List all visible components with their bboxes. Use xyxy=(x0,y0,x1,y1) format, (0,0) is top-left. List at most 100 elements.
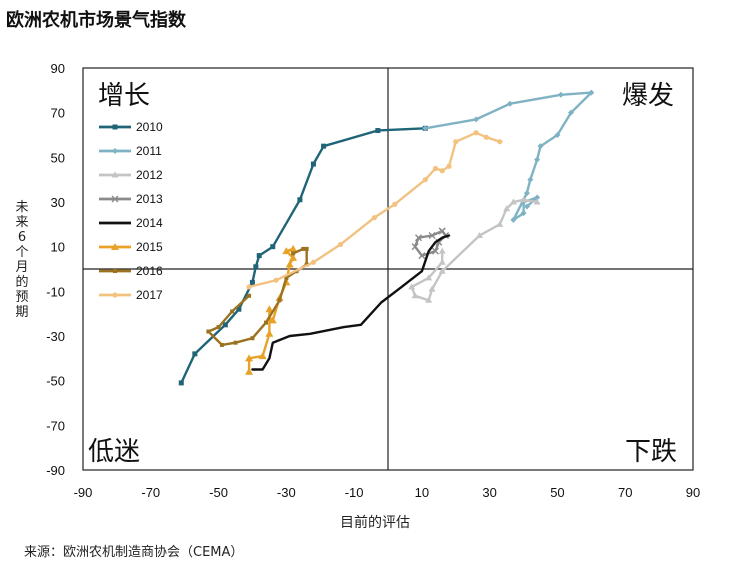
series-2016-point xyxy=(277,298,282,303)
chart-title: 欧洲农机市场景气指数 xyxy=(6,10,186,31)
series-2012-point xyxy=(533,198,541,205)
series-2013-point xyxy=(411,243,419,251)
series-2016-point xyxy=(284,275,289,280)
series-2016-point xyxy=(250,336,255,341)
series-2012-point xyxy=(503,205,511,212)
legend-label: 2017 xyxy=(136,288,163,302)
series-2016-point xyxy=(291,251,296,256)
legend-item-2015: 2015 xyxy=(99,240,163,254)
legend-label: 2015 xyxy=(136,240,163,254)
y-tick-label: 50 xyxy=(51,150,65,165)
series-2011-point xyxy=(554,132,561,138)
series-2011-point xyxy=(527,176,534,183)
series-2010-point xyxy=(112,124,118,130)
y-tick-label: 70 xyxy=(51,106,65,121)
x-tick-label: -90 xyxy=(74,485,93,500)
x-tick-label: 70 xyxy=(618,485,632,500)
series-2015-point xyxy=(245,367,254,375)
series-2010-point xyxy=(310,161,316,167)
series-2015-point xyxy=(265,329,274,337)
series-2017-point xyxy=(446,163,452,169)
legend-item-2014: 2014 xyxy=(99,216,163,230)
series-2013-point xyxy=(111,195,119,203)
quadrant-label-bottom-right: 下跌 xyxy=(625,437,677,467)
series-2017-point xyxy=(497,139,503,145)
series-2017-point xyxy=(392,201,398,207)
series-2012-point xyxy=(408,283,416,290)
series-2012-point xyxy=(111,171,119,178)
series-2017-point xyxy=(246,284,252,290)
series-2015-point xyxy=(289,253,298,261)
x-tick-label: -70 xyxy=(141,485,160,500)
series-2016-point xyxy=(206,329,211,334)
series-2011 xyxy=(422,89,595,223)
series-2010-point xyxy=(256,253,262,259)
series-2011-point xyxy=(523,203,530,210)
series-2015-point xyxy=(282,247,291,255)
series-2016-point xyxy=(216,325,221,330)
series-2012 xyxy=(408,196,541,303)
series-2011-point xyxy=(568,109,574,116)
x-tick-label: -10 xyxy=(345,485,364,500)
series-2010-point xyxy=(375,128,381,134)
series-2012-point xyxy=(476,232,483,238)
series-2016 xyxy=(206,246,309,347)
y-tick-label: -10 xyxy=(46,284,65,299)
series-2010-point xyxy=(192,351,198,357)
series-2017 xyxy=(246,130,503,290)
series-2016-point xyxy=(233,340,238,345)
series-2016-point xyxy=(230,309,235,314)
series-2016-point xyxy=(113,269,117,273)
series-2012-point xyxy=(428,285,436,292)
series-2015-point xyxy=(111,243,119,250)
series-2012-point xyxy=(496,220,504,227)
x-tick-label: 10 xyxy=(415,485,429,500)
series-2015-point xyxy=(289,244,298,252)
series-2012-point xyxy=(425,296,433,303)
series-2014 xyxy=(251,234,451,371)
series-2010-point xyxy=(222,322,228,328)
legend-label: 2016 xyxy=(136,264,163,278)
series-2013-point xyxy=(418,252,426,260)
x-tick-label: 50 xyxy=(550,485,564,500)
quadrant-label-top-left: 增长 xyxy=(98,81,150,111)
series-2010-point xyxy=(249,279,255,285)
series-2017-point xyxy=(439,168,445,174)
series-2011-point xyxy=(473,116,480,123)
series-2016-point xyxy=(247,293,252,298)
series-2010-point xyxy=(321,143,327,149)
legend-label: 2013 xyxy=(136,192,163,206)
series-2011-point xyxy=(112,148,118,154)
legend-label: 2012 xyxy=(136,168,163,182)
series-2011-point xyxy=(588,89,595,96)
series-2011-point xyxy=(422,125,429,132)
series-2017-point xyxy=(432,165,439,172)
series-2013-point xyxy=(438,227,446,235)
series-2017-point xyxy=(473,130,479,136)
series-2012-point xyxy=(438,258,446,265)
series-2011-point xyxy=(534,194,541,201)
legend-label: 2010 xyxy=(136,120,163,134)
y-tick-label: 90 xyxy=(51,61,65,76)
series-2012-point xyxy=(411,292,419,299)
x-tick-label: -30 xyxy=(277,485,296,500)
series-2012-point xyxy=(425,274,433,281)
series-2016-point xyxy=(264,320,268,325)
legend-item-2013: 2013 xyxy=(99,192,163,206)
series-2010-point xyxy=(297,197,303,203)
legend-item-2011: 2011 xyxy=(99,144,162,158)
series-2017-point xyxy=(273,277,279,283)
series-2016-point xyxy=(301,246,306,251)
x-tick-label: 30 xyxy=(482,485,496,500)
y-tick-label: -50 xyxy=(46,374,65,389)
y-tick-label: -90 xyxy=(46,463,65,478)
series-2011-point xyxy=(534,156,541,163)
series-2010 xyxy=(178,125,428,386)
series-2012-point xyxy=(438,267,446,274)
x-axis-label: 目前的评估 xyxy=(340,514,410,531)
series-2017-point xyxy=(112,292,118,298)
series-2015-point xyxy=(245,354,254,362)
series-2017-line xyxy=(247,131,501,289)
series-2017-point xyxy=(371,215,378,221)
series-2010-point xyxy=(236,306,242,312)
